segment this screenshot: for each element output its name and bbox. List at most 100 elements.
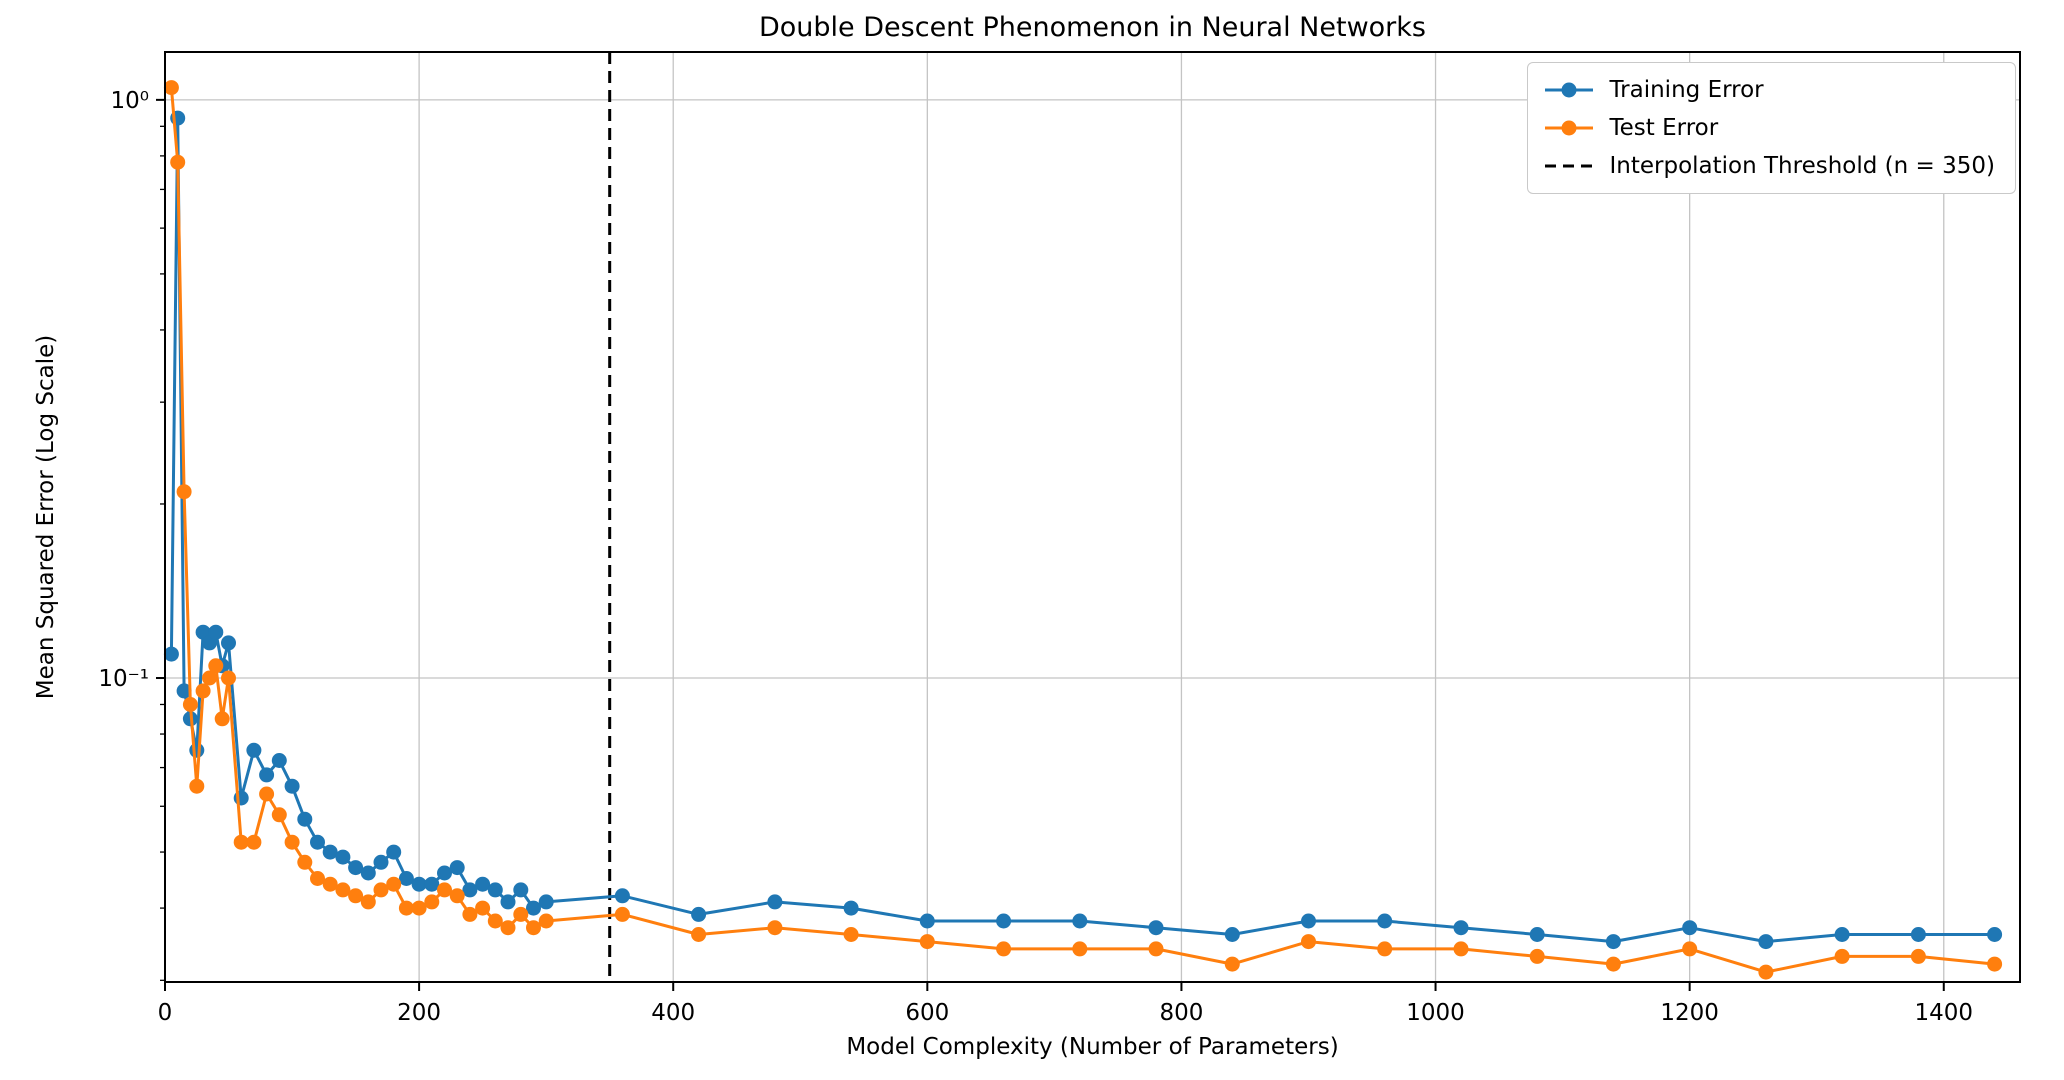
series-marker-1 (1987, 956, 2003, 972)
series-marker-0 (500, 894, 516, 910)
series-marker-1 (843, 927, 859, 942)
series-marker-0 (310, 834, 325, 850)
series-marker-1 (1148, 941, 1164, 957)
series-marker-0 (437, 865, 452, 881)
series-marker-1 (526, 920, 541, 936)
series-marker-1 (1605, 956, 1621, 972)
legend-label-training-error: Training Error (1609, 77, 1764, 103)
series-marker-1 (500, 920, 516, 936)
series-marker-1 (1224, 956, 1240, 972)
series-marker-0 (1605, 934, 1621, 950)
legend-label-threshold: Interpolation Threshold (n = 350) (1609, 153, 1996, 179)
series-marker-1 (221, 670, 236, 686)
series-marker-1 (208, 658, 224, 674)
series-marker-0 (462, 882, 478, 898)
series-marker-1 (538, 913, 554, 929)
series-marker-1 (386, 876, 402, 892)
series-marker-0 (221, 635, 236, 651)
legend-label-test-error: Test Error (1609, 115, 1719, 141)
series-marker-0 (996, 913, 1012, 929)
series-marker-0 (1987, 927, 2003, 942)
legend-entry-test-error: Test Error (1544, 115, 1996, 141)
series-marker-1 (614, 906, 630, 922)
series-marker-1 (1453, 941, 1469, 957)
series-marker-0 (284, 778, 300, 794)
series-marker-1 (513, 906, 529, 922)
series-marker-1 (487, 913, 503, 929)
series-marker-1 (1682, 941, 1698, 957)
series-marker-1 (449, 888, 465, 904)
x-tick-label: 800 (1159, 1000, 1203, 1026)
series-marker-1 (1377, 941, 1393, 957)
training-error-line-icon (1544, 82, 1593, 98)
series-marker-0 (475, 876, 491, 892)
y-axis-label: Mean Squared Error (Log Scale) (33, 334, 59, 700)
series-marker-0 (259, 767, 275, 783)
legend-entry-threshold: Interpolation Threshold (n = 350) (1544, 153, 1996, 179)
series-marker-1 (246, 834, 262, 850)
series-marker-0 (246, 742, 262, 758)
legend: Training Error Test Error Interpolation … (1526, 62, 2016, 194)
y-tick-label: 10⁻¹ (98, 666, 149, 692)
series-marker-1 (1910, 948, 1926, 964)
y-tick-label: 10⁰ (111, 88, 150, 114)
x-tick-label: 1000 (1406, 1000, 1465, 1026)
series-marker-1 (919, 934, 935, 950)
series-marker-0 (1453, 920, 1469, 936)
series-marker-1 (1758, 964, 1774, 980)
series-marker-0 (1072, 913, 1088, 929)
series-marker-1 (462, 906, 478, 922)
series-marker-1 (233, 834, 249, 850)
chart-title: Double Descent Phenomenon in Neural Netw… (759, 12, 1426, 43)
series-marker-1 (163, 80, 179, 96)
series-marker-1 (271, 807, 287, 823)
series-marker-0 (360, 865, 376, 881)
series-marker-0 (919, 913, 935, 929)
test-error-line-icon (1544, 120, 1593, 136)
series-marker-1 (297, 854, 313, 870)
series-marker-1 (322, 876, 338, 892)
series-marker-1 (996, 941, 1012, 957)
series-marker-0 (322, 844, 338, 860)
x-axis-label: Model Complexity (Number of Parameters) (846, 1034, 1339, 1060)
series-marker-1 (437, 882, 452, 898)
series-marker-1 (1072, 941, 1088, 957)
series-marker-0 (538, 894, 554, 910)
series-marker-0 (691, 906, 707, 922)
series-marker-0 (189, 742, 205, 758)
series-marker-1 (1834, 948, 1850, 964)
series-marker-0 (398, 871, 414, 886)
series-marker-0 (526, 900, 541, 916)
series-marker-0 (1529, 927, 1545, 942)
series-marker-1 (1301, 934, 1316, 950)
series-marker-0 (1148, 920, 1164, 936)
series-marker-1 (189, 778, 205, 794)
series-marker-0 (1910, 927, 1926, 942)
series-marker-1 (214, 711, 230, 727)
x-tick-label: 200 (397, 1000, 441, 1026)
series-marker-1 (195, 683, 211, 699)
series-marker-1 (691, 927, 707, 942)
series-marker-1 (348, 888, 364, 904)
series-marker-0 (1377, 913, 1393, 929)
series-marker-1 (373, 882, 389, 898)
series-marker-0 (767, 894, 783, 910)
series-marker-0 (1301, 913, 1316, 929)
series-marker-1 (182, 697, 198, 712)
x-tick-label: 600 (905, 1000, 949, 1026)
series-marker-0 (271, 753, 287, 768)
series-marker-0 (1834, 927, 1850, 942)
series-marker-1 (475, 900, 491, 916)
series-marker-0 (163, 646, 179, 662)
legend-entry-training-error: Training Error (1544, 77, 1996, 103)
series-marker-1 (176, 484, 192, 500)
series-marker-0 (614, 888, 630, 904)
series-marker-1 (1529, 948, 1545, 964)
series-marker-0 (449, 860, 465, 876)
series-marker-1 (767, 920, 783, 936)
x-tick-label: 0 (158, 1000, 173, 1026)
series-marker-1 (202, 670, 217, 686)
series-marker-1 (411, 900, 427, 916)
series-marker-1 (335, 882, 351, 898)
